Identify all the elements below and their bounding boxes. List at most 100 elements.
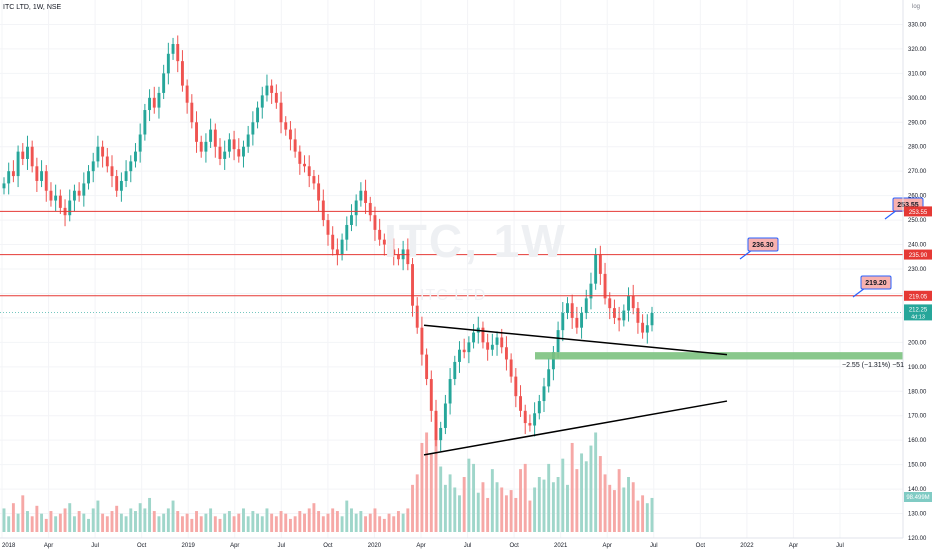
volume-bar [293,516,297,532]
volume-bar [415,474,419,532]
volume-bar [11,503,15,532]
volume-bar [87,518,90,532]
candle-body [612,308,616,318]
volume-bar [218,518,222,532]
volume-bar [26,511,29,532]
level-price-tag [904,249,932,260]
volume-bar [279,511,283,532]
name-watermark: ITC LTD [420,287,487,304]
candle-body [453,361,457,380]
time-axis[interactable]: 2018 Apr Jul Oct 2019 Apr Jul Oct 2020 Apr Jul Oct 2… [2,543,844,549]
volume-bar [378,516,382,532]
candle-body [96,146,100,162]
x-tick-label: Jul [277,543,285,549]
candle-body [40,171,44,181]
candle-body [608,298,612,309]
price-callout-label: 253.55 [897,202,919,209]
candle-body [387,244,391,250]
candle-body [227,139,231,152]
x-tick-label: Apr [230,543,239,549]
volume-bar [396,511,400,532]
volume-bar [641,495,645,532]
candle-body [284,122,288,130]
y-tick-label: 240.00 [908,243,927,249]
candle-body [82,183,86,196]
volume-bar [584,461,588,532]
candle-body [598,254,602,274]
volume-bar [58,513,62,532]
y-tick-label: 170.00 [908,414,927,420]
volume-bar [204,513,208,532]
volume-bar [171,500,175,532]
volume-bar [425,432,429,532]
candles [2,35,654,452]
volume-bar [551,482,555,532]
volume-bar [105,516,109,532]
volume-bar [77,511,81,532]
candle-body [124,171,128,181]
volume-bar [63,508,67,532]
price-callout-label: 219.20 [865,280,887,287]
volume-bar [537,477,541,532]
candle-body [345,224,349,240]
candle-body [232,139,236,150]
price-axis[interactable]: 120.00 130.00 140.00 150.00 160.00 170.00 180.… [908,22,927,542]
candle-body [279,102,283,123]
candle-body [7,171,11,184]
volume-bar [631,482,635,532]
candle-body [157,92,161,108]
candle-body [542,386,546,402]
volume-bar [143,508,147,532]
level-price-label: 253.55 [909,210,928,216]
volume-bar [354,513,358,532]
candle-body [439,427,443,441]
volume-bar [448,474,452,532]
volume-bar [627,477,630,532]
volume-bar [556,477,560,532]
candle-body [326,220,330,235]
volume-bar [312,503,316,532]
candle-body [566,303,569,314]
x-tick-label: 2020 [368,543,382,549]
volume-bar [321,516,325,532]
candle-body [68,200,72,216]
log-scale-toggle[interactable]: log [912,4,921,10]
grid [0,0,903,539]
volume-bar [636,500,640,532]
volume-bar [284,513,288,532]
volume-bar [509,490,513,532]
candle-body [368,202,372,216]
volume-bar [260,516,264,532]
candle-body [16,151,20,177]
volume-bar [227,511,231,532]
volume-bar [650,497,654,532]
volume-bar [2,508,6,532]
volume-bar [458,495,461,532]
candle-body [434,410,438,441]
volume-bar [547,463,551,532]
volume-bar [40,513,44,532]
volume-bar [368,513,372,532]
volume-bar [256,513,260,532]
volume-bar [500,487,504,532]
volume-bar [303,513,306,532]
candle-body [514,376,518,397]
candle-body [645,325,649,333]
candle-body [101,146,105,157]
candle-body [307,166,311,177]
x-tick-label: Jul [91,543,99,549]
candle-body [11,171,15,177]
volume-bar [439,466,443,532]
candle-body [223,151,227,159]
candle-body [298,151,302,164]
volume-bar [504,495,508,532]
volume-bar [392,516,396,532]
candle-body [288,129,292,140]
candle-body [650,313,654,326]
chart-title[interactable]: ITC LTD, 1W, NSE [3,4,62,11]
price-callout-label: 236.30 [752,242,774,249]
volume-bar [622,487,626,532]
volume-bar [350,508,353,532]
candle-body [340,239,344,255]
candle-body [561,313,565,331]
